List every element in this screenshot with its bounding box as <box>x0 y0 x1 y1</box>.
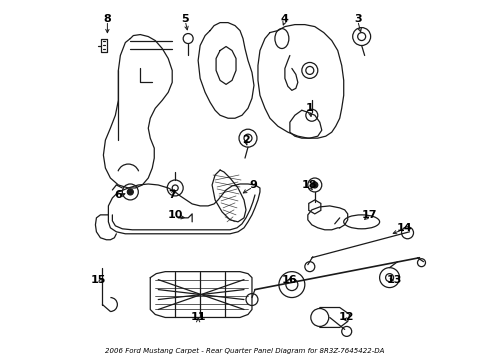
Text: 7: 7 <box>168 190 176 200</box>
Text: 13: 13 <box>386 275 402 285</box>
Text: 6: 6 <box>114 190 122 200</box>
Text: 15: 15 <box>91 275 106 285</box>
Text: 1: 1 <box>305 103 313 113</box>
Text: 17: 17 <box>361 210 377 220</box>
Text: 11: 11 <box>190 312 205 323</box>
Text: 12: 12 <box>338 312 354 323</box>
Text: 4: 4 <box>281 14 288 24</box>
Text: 8: 8 <box>103 14 111 24</box>
Text: 9: 9 <box>248 180 256 190</box>
Text: 2: 2 <box>242 135 249 145</box>
Circle shape <box>127 189 133 195</box>
Text: 18: 18 <box>302 180 317 190</box>
Text: 2006 Ford Mustang Carpet - Rear Quarter Panel Diagram for 8R3Z-7645422-DA: 2006 Ford Mustang Carpet - Rear Quarter … <box>104 348 384 354</box>
Text: 10: 10 <box>167 210 183 220</box>
Text: 3: 3 <box>353 14 361 24</box>
Text: 14: 14 <box>396 223 411 233</box>
Text: 16: 16 <box>282 275 297 285</box>
Text: 5: 5 <box>181 14 188 24</box>
Circle shape <box>311 182 317 188</box>
